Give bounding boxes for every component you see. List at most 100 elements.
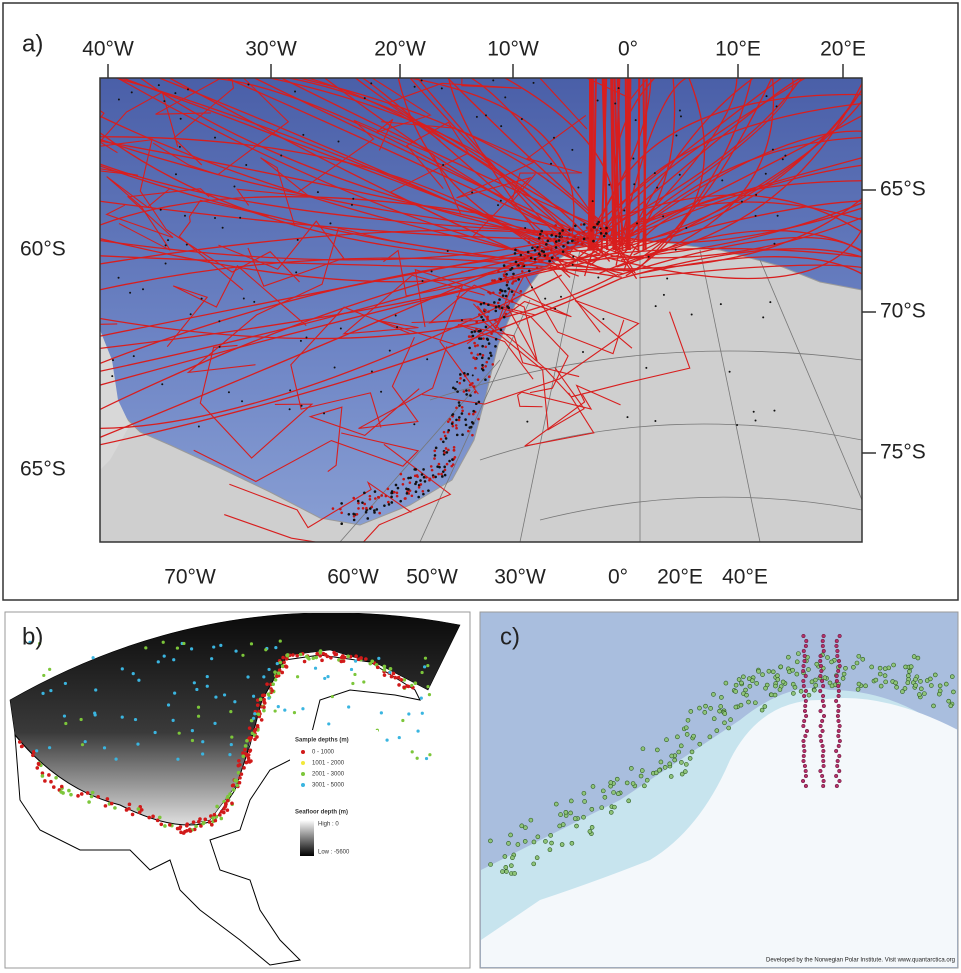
sample [407,685,411,689]
station [475,321,478,324]
sample [812,688,816,692]
station [729,371,731,373]
sample [106,797,110,801]
sample [488,839,492,843]
sample [835,639,839,643]
sample [191,729,194,732]
sample [590,825,594,829]
sample [87,800,91,804]
sample [285,654,289,658]
station [455,406,458,409]
station [442,440,445,443]
sample [821,729,825,733]
sample [564,810,568,814]
station [572,256,574,258]
legend-marker [301,772,305,776]
sample [127,807,131,811]
lon-label: 40°W [82,38,134,61]
sample [591,784,595,788]
station [471,191,473,193]
sample [224,802,228,806]
station [655,305,657,307]
sample [137,807,141,811]
sample [543,839,547,843]
station [340,327,342,329]
sample [237,759,241,763]
station [478,401,481,404]
lon-label: 0° [618,38,638,61]
sample [645,778,649,782]
station [679,109,681,111]
sample [245,761,249,765]
station [465,393,468,396]
sample [219,817,223,821]
sample [63,714,66,717]
sample [362,680,365,683]
station [772,149,774,151]
sample [815,662,819,666]
station [633,183,635,185]
sample [210,657,213,660]
station [505,273,508,276]
station [553,237,556,240]
sample [909,665,913,669]
station [447,250,449,252]
sample [305,655,309,659]
station [685,227,687,229]
sample [503,855,507,859]
station [465,389,468,392]
sample [234,649,237,652]
station [422,468,425,471]
station [423,476,426,479]
sample [836,714,840,718]
station [567,241,570,244]
sample [802,744,806,748]
sample [878,666,882,670]
sample [213,722,216,725]
sample [520,824,524,828]
sample [296,675,299,678]
station [480,316,483,319]
station [456,381,458,383]
station [402,483,405,486]
legend-label: 1001 - 2000 [312,761,345,767]
station [411,494,414,497]
sample [837,719,841,723]
station [597,100,599,102]
sample [642,784,646,788]
sample [314,667,317,670]
sample [679,744,683,748]
station [512,280,515,283]
sample [172,719,175,722]
sample [32,750,36,754]
sample [918,679,922,683]
sample [802,694,806,698]
sample [504,865,508,869]
sample [914,677,918,681]
station [239,217,241,219]
station [431,469,434,472]
sample [802,664,806,668]
sample [820,679,824,683]
station [163,100,165,102]
sample [802,679,806,683]
sample [804,784,808,788]
station [456,434,459,437]
station [568,233,571,236]
lon-label: 0° [608,566,628,589]
station [675,135,677,137]
station [481,364,484,367]
station [459,373,462,376]
sample [820,669,824,673]
sample [248,749,252,753]
station [520,258,523,261]
station [480,303,483,306]
sample [663,765,667,769]
sample [795,672,799,676]
station [501,307,504,310]
sample [835,679,839,683]
sample [836,759,840,763]
sample [947,699,951,703]
station [495,306,498,309]
station [656,187,658,189]
